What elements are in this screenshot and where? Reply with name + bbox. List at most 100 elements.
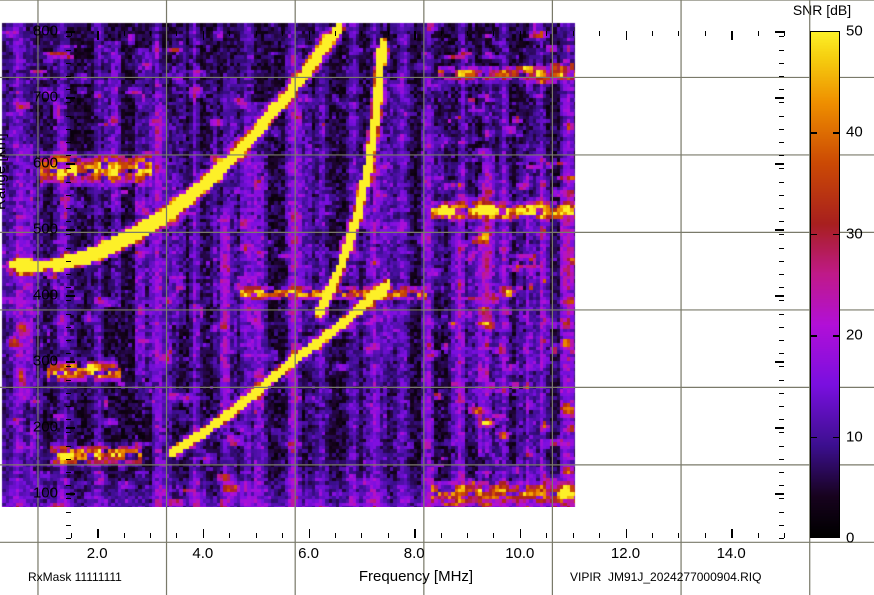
y-minor-tick xyxy=(66,313,71,315)
y-minor-tick-right xyxy=(779,300,784,302)
y-minor-tick-right xyxy=(779,49,784,51)
x-minor-tick xyxy=(704,31,706,36)
x-minor-tick-bottom xyxy=(176,533,178,538)
y-minor-tick xyxy=(66,62,71,64)
x-minor-tick-bottom xyxy=(361,533,363,538)
y-minor-tick xyxy=(66,472,71,473)
y-major-tick xyxy=(66,295,75,297)
y-minor-tick xyxy=(66,326,71,328)
x-minor-tick-bottom xyxy=(704,533,706,538)
colorbar-tick xyxy=(810,436,817,439)
colorbar-tick-right xyxy=(833,335,840,337)
x-minor-tick xyxy=(572,31,574,36)
y-major-tick-right xyxy=(775,229,784,231)
y-minor-tick xyxy=(66,155,71,157)
y-minor-tick-right xyxy=(779,128,784,130)
x-minor-tick-bottom xyxy=(255,533,257,538)
y-minor-tick xyxy=(66,419,71,421)
file-name: JM91J_2024277000904.RIQ xyxy=(608,570,762,584)
colorbar-tick-right xyxy=(833,233,840,236)
x-minor-tick-bottom xyxy=(572,533,574,538)
x-tick-label: 2.0 xyxy=(86,545,108,562)
x-minor-tick-bottom xyxy=(493,533,495,538)
colorbar-tick-label: 10 xyxy=(846,428,863,446)
x-minor-tick-bottom xyxy=(757,533,759,538)
y-minor-tick xyxy=(66,234,71,236)
x-minor-tick xyxy=(757,31,759,36)
y-minor-tick-right xyxy=(779,432,784,434)
colorbar-tick-label: 30 xyxy=(846,225,863,243)
x-minor-tick-bottom xyxy=(150,533,151,538)
x-major-tick-bottom xyxy=(519,529,522,538)
colorbar-tick-label: 0 xyxy=(846,529,855,547)
y-tick-label: 400 xyxy=(32,286,58,304)
y-minor-tick-right xyxy=(779,379,784,381)
colorbar-tick-label: 20 xyxy=(846,326,863,344)
y-major-tick-right xyxy=(775,163,784,165)
y-major-tick xyxy=(66,31,75,33)
x-minor-tick-bottom xyxy=(467,533,468,538)
x-tick-label: 14.0 xyxy=(716,545,746,562)
y-minor-tick-right xyxy=(779,392,784,394)
x-minor-tick-bottom xyxy=(678,533,680,538)
y-minor-tick xyxy=(66,128,71,130)
y-tick-label: 200 xyxy=(32,418,58,436)
x-minor-tick-bottom xyxy=(70,533,72,538)
y-minor-tick-right xyxy=(779,102,784,104)
y-major-tick xyxy=(66,493,75,495)
y-minor-tick xyxy=(66,115,71,117)
x-minor-tick xyxy=(282,31,284,36)
y-major-tick-right xyxy=(775,31,784,33)
y-minor-tick-right xyxy=(779,485,784,487)
x-axis-title: Frequency [MHz] xyxy=(358,568,474,585)
x-tick-label: 4.0 xyxy=(192,545,214,562)
y-minor-tick-right xyxy=(779,234,784,236)
y-minor-tick-right xyxy=(779,406,784,407)
colorbar-tick xyxy=(810,335,817,337)
x-tick-label: 12.0 xyxy=(610,545,641,562)
y-minor-tick-right xyxy=(779,366,784,368)
y-minor-tick xyxy=(66,353,71,355)
colorbar-tick-right xyxy=(833,132,840,134)
y-major-tick xyxy=(66,97,75,99)
x-major-tick-bottom xyxy=(308,529,310,538)
colorbar xyxy=(810,31,840,538)
y-tick-label: 600 xyxy=(32,154,58,172)
x-minor-tick xyxy=(150,31,151,36)
x-tick-label: 8.0 xyxy=(403,545,425,562)
x-major-tick xyxy=(519,31,522,40)
colorbar-tick xyxy=(810,233,817,236)
x-minor-tick xyxy=(467,31,468,36)
y-minor-tick-right xyxy=(779,36,784,38)
x-minor-tick xyxy=(229,31,231,36)
y-minor-tick xyxy=(66,498,71,500)
x-major-tick-bottom xyxy=(97,529,99,538)
y-minor-tick-right xyxy=(779,141,784,143)
y-minor-tick-right xyxy=(779,538,784,539)
y-minor-tick-right xyxy=(779,353,784,355)
x-minor-tick xyxy=(599,31,601,36)
x-major-tick-bottom xyxy=(414,529,416,538)
y-minor-tick xyxy=(66,445,71,447)
y-minor-tick-right xyxy=(779,62,784,64)
x-minor-tick xyxy=(651,31,653,36)
file-label: VIPIR JM91J_2024277000904.RIQ xyxy=(570,570,761,584)
y-major-tick xyxy=(66,163,75,165)
x-major-tick-bottom xyxy=(202,529,205,538)
y-minor-tick xyxy=(66,89,71,91)
y-minor-tick-right xyxy=(779,511,784,513)
x-minor-tick-bottom xyxy=(123,533,125,538)
colorbar-gradient xyxy=(810,31,840,538)
y-minor-tick-right xyxy=(779,260,784,262)
y-minor-tick xyxy=(66,511,71,513)
y-minor-tick xyxy=(66,366,71,368)
x-minor-tick-bottom xyxy=(784,533,785,538)
x-major-tick xyxy=(731,31,733,40)
y-minor-tick-right xyxy=(779,89,784,91)
rxmask-label: RxMask 11111111 xyxy=(28,570,122,584)
y-major-tick-right xyxy=(775,295,784,297)
colorbar-title: SNR [dB] xyxy=(792,2,852,18)
y-minor-tick-right xyxy=(779,155,784,157)
x-major-tick xyxy=(202,31,205,40)
